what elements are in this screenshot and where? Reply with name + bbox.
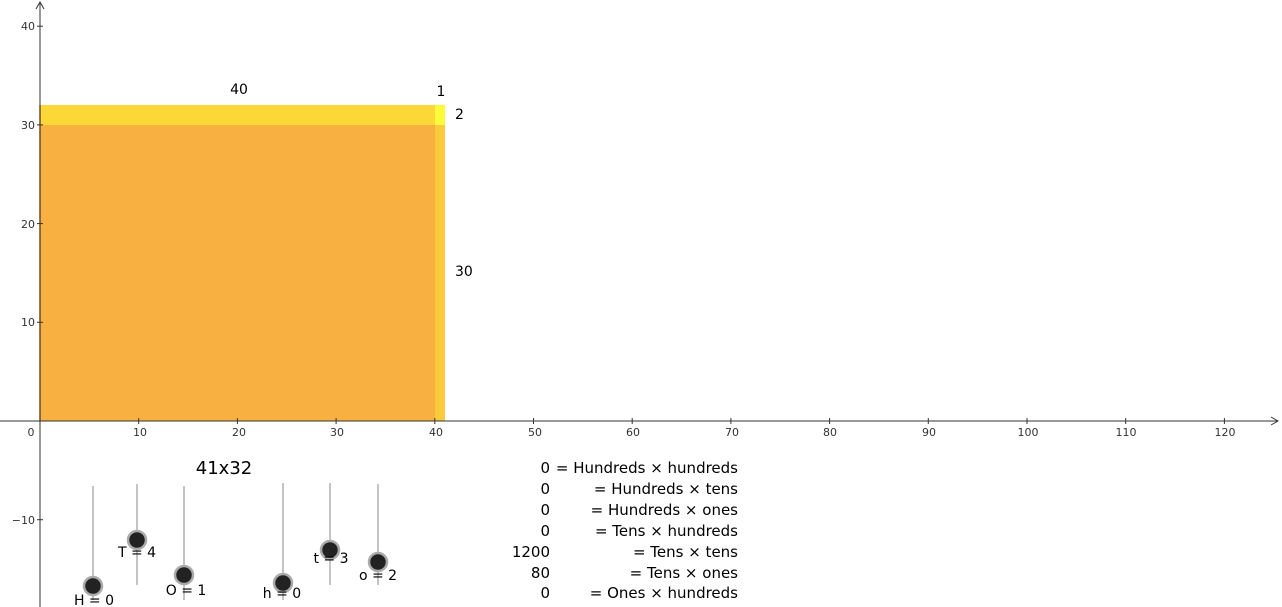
x-tick-label-70: 70 bbox=[725, 426, 739, 439]
slider-O[interactable]: O = 1 bbox=[166, 486, 207, 600]
rect-ones-ones bbox=[435, 105, 445, 125]
product-value: 0 bbox=[540, 584, 550, 602]
product-label: = Hundreds × tens bbox=[594, 480, 738, 498]
x-tick-label-10: 10 bbox=[133, 426, 147, 439]
product-value: 0 bbox=[540, 480, 550, 498]
x-tick-label-110: 110 bbox=[1116, 426, 1137, 439]
product-value: 0 bbox=[540, 501, 550, 519]
slider-handle[interactable] bbox=[173, 564, 195, 586]
y-tick-marks bbox=[37, 25, 43, 521]
product-value: 0 bbox=[540, 522, 550, 540]
x-tick-label-60: 60 bbox=[626, 426, 640, 439]
product-label: = Hundreds × hundreds bbox=[556, 459, 738, 477]
slider-label: t = 3 bbox=[313, 551, 348, 567]
x-tick-label-20: 20 bbox=[232, 426, 246, 439]
dim-label-tens-width: 40 bbox=[230, 82, 248, 98]
rect-tens-ones bbox=[40, 105, 435, 125]
product-label: = Tens × tens bbox=[633, 543, 738, 561]
x-tick-label-90: 90 bbox=[922, 426, 936, 439]
y-tick-label-neg10: −10 bbox=[12, 514, 35, 527]
x-tick-label-120: 120 bbox=[1215, 426, 1236, 439]
x-tick-label-50: 50 bbox=[528, 426, 542, 439]
dim-label-ones-width: 1 bbox=[437, 84, 446, 100]
x-axis-arrow bbox=[1270, 416, 1280, 426]
x-tick-label-80: 80 bbox=[823, 426, 837, 439]
product-value: 80 bbox=[531, 564, 550, 582]
y-tick-label-10: 10 bbox=[21, 316, 35, 329]
x-tick-label-30: 30 bbox=[330, 426, 344, 439]
area-model bbox=[39, 105, 445, 421]
y-tick-label-30: 30 bbox=[21, 119, 35, 132]
slider-H[interactable]: H = 0 bbox=[74, 486, 114, 607]
slider-t[interactable]: t = 3 bbox=[313, 483, 349, 585]
slider-handle[interactable] bbox=[319, 539, 341, 561]
slider-handle[interactable] bbox=[272, 572, 294, 594]
y-axis-arrow bbox=[35, 0, 45, 10]
x-tick-label-100: 100 bbox=[1018, 426, 1039, 439]
product-label: = Ones × hundreds bbox=[590, 584, 738, 602]
x-tick-label-40: 40 bbox=[429, 426, 443, 439]
partial-products: 0 = Hundreds × hundreds 0 = Hundreds × t… bbox=[512, 459, 738, 602]
slider-label: h = 0 bbox=[263, 586, 301, 602]
y-tick-label-20: 20 bbox=[21, 218, 35, 231]
slider-handle[interactable] bbox=[82, 575, 104, 597]
slider-o[interactable]: o = 2 bbox=[359, 484, 397, 585]
slider-h[interactable]: h = 0 bbox=[263, 483, 301, 602]
product-label: = Tens × hundreds bbox=[595, 522, 738, 540]
product-value: 1200 bbox=[512, 543, 550, 561]
y-tick-label-40: 40 bbox=[21, 20, 35, 33]
x-tick-marks bbox=[138, 418, 1225, 424]
product-label: = Tens × ones bbox=[630, 564, 739, 582]
product-value: 0 bbox=[540, 459, 550, 477]
product-label: = Hundreds × ones bbox=[591, 501, 739, 519]
dim-label-tens-height: 30 bbox=[455, 264, 473, 280]
slider-T[interactable]: T = 4 bbox=[117, 484, 156, 585]
problem-title: 41x32 bbox=[196, 458, 252, 479]
x-tick-label-0: 0 bbox=[28, 426, 35, 439]
slider-label: H = 0 bbox=[74, 593, 114, 607]
rect-ones-tens bbox=[435, 125, 445, 421]
rect-tens-tens bbox=[40, 125, 435, 421]
dim-label-ones-height: 2 bbox=[455, 107, 464, 123]
slider-label: O = 1 bbox=[166, 583, 207, 599]
slider-label: o = 2 bbox=[359, 568, 397, 584]
slider-label: T = 4 bbox=[117, 545, 156, 561]
slider-handle[interactable] bbox=[367, 551, 389, 573]
slider-handle[interactable] bbox=[126, 529, 148, 551]
